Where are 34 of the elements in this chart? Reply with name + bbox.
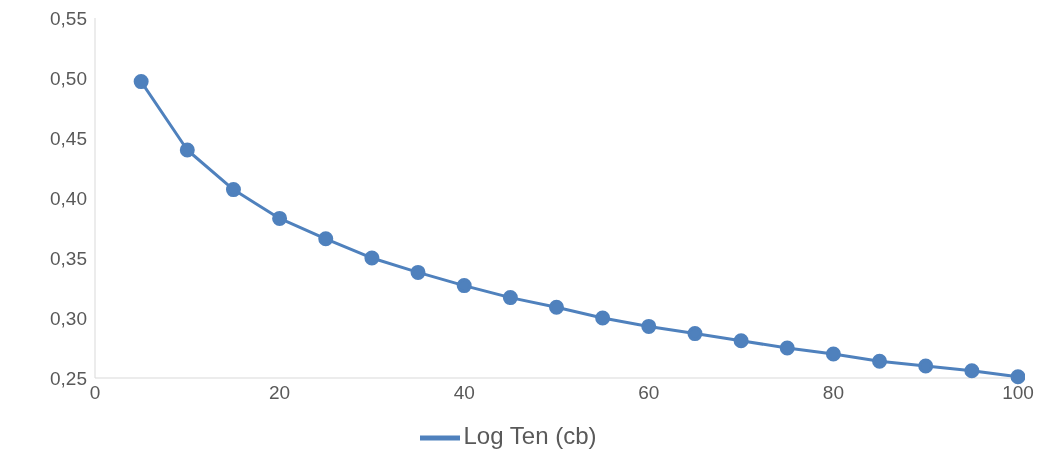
point xyxy=(964,363,980,379)
x-tick-label: 100 xyxy=(1002,382,1034,404)
point xyxy=(225,182,241,198)
point xyxy=(410,264,426,280)
x-tick-label: 60 xyxy=(638,382,660,404)
y-tick-label: 0,25 xyxy=(50,367,87,389)
point xyxy=(456,278,472,294)
x-tick-label: 40 xyxy=(453,382,475,404)
point xyxy=(733,333,749,349)
y-tick-label: 0,30 xyxy=(50,307,87,329)
point xyxy=(918,358,934,374)
legend-label: Log Ten (cb) xyxy=(463,422,597,450)
x-tick-label: 0 xyxy=(89,382,101,404)
y-tick-label: 0,35 xyxy=(50,247,87,269)
y-tick-label: 0,40 xyxy=(50,187,87,209)
point xyxy=(179,142,195,158)
point xyxy=(502,290,518,306)
x-tick-label: 80 xyxy=(822,382,844,404)
point xyxy=(779,340,795,356)
x-tick-label: 20 xyxy=(269,382,291,404)
point xyxy=(641,318,657,334)
y-tick-label: 0,45 xyxy=(50,127,87,149)
point xyxy=(364,250,380,266)
point xyxy=(1010,369,1025,385)
y-tick-label: 0,55 xyxy=(50,7,87,29)
point xyxy=(687,326,703,342)
point xyxy=(549,299,564,315)
y-tick-label: 0,50 xyxy=(50,67,87,89)
point xyxy=(825,346,841,362)
point xyxy=(595,310,611,326)
point xyxy=(318,231,334,247)
point xyxy=(133,74,149,90)
point xyxy=(272,210,288,226)
point xyxy=(872,353,888,369)
